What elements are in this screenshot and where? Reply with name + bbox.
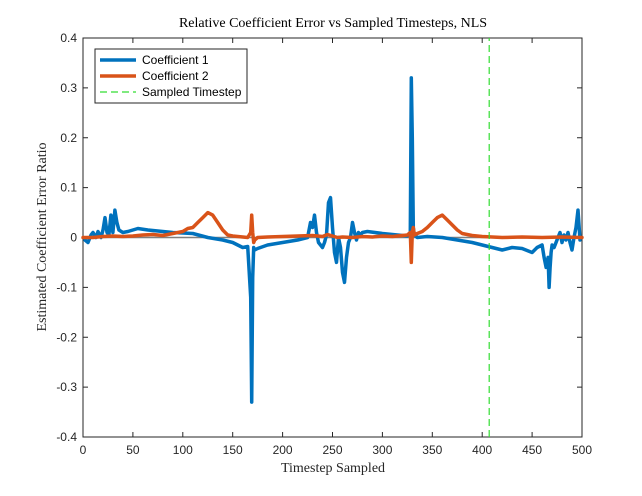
series-line-1 xyxy=(83,76,582,404)
x-tick-label: 100 xyxy=(173,443,193,457)
y-tick-label: 0.1 xyxy=(60,181,77,195)
y-axis-ticks: 0.4 0.3 0.2 0.1 0 -0.1 -0.2 -0.3 -0.4 xyxy=(56,31,582,444)
x-tick-label: 400 xyxy=(472,443,492,457)
x-tick-label: 200 xyxy=(273,443,293,457)
x-tick-label: 450 xyxy=(522,443,542,457)
y-tick-label: -0.3 xyxy=(56,380,77,394)
chart-title: Relative Coefficient Error vs Sampled Ti… xyxy=(179,16,487,31)
x-tick-label: 350 xyxy=(422,443,442,457)
legend-label-1: Coefficient 1 xyxy=(142,53,209,67)
legend-label-2: Coefficient 2 xyxy=(142,69,209,83)
y-tick-label: 0 xyxy=(70,231,77,245)
y-tick-label: 0.2 xyxy=(60,131,77,145)
y-axis-title: Estimated Coefficient Error Ratio xyxy=(35,142,50,331)
x-axis-title: Timestep Sampled xyxy=(281,461,385,476)
x-tick-label: 500 xyxy=(572,443,592,457)
series-group xyxy=(81,38,584,437)
x-tick-label: 150 xyxy=(223,443,243,457)
legend: Coefficient 1 Coefficient 2 Sampled Timest… xyxy=(94,48,248,104)
legend-label-3: Sampled Timestep xyxy=(142,85,242,99)
x-tick-label: 300 xyxy=(372,443,392,457)
x-tick-label: 0 xyxy=(80,443,87,457)
x-axis-ticks: 0 50 100 150 200 250 300 350 400 450 500 xyxy=(80,38,592,457)
y-tick-label: -0.2 xyxy=(56,330,77,344)
y-tick-label: -0.1 xyxy=(56,280,77,294)
y-tick-label: 0.3 xyxy=(60,81,77,95)
series-line-2 xyxy=(81,210,584,265)
x-tick-label: 250 xyxy=(322,443,342,457)
y-tick-label: -0.4 xyxy=(56,430,77,444)
x-tick-label: 50 xyxy=(126,443,140,457)
y-tick-label: 0.4 xyxy=(60,31,77,45)
